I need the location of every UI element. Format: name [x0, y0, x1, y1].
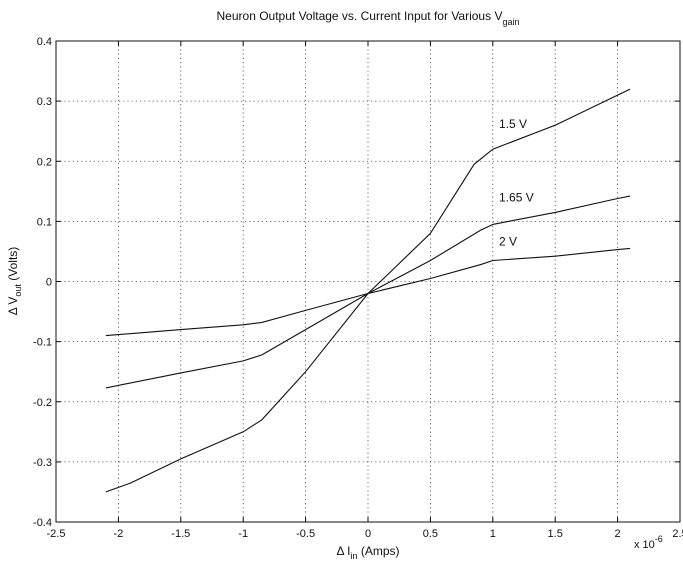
chart-title-sub: gain [502, 17, 519, 27]
y-tick-label: 0 [46, 277, 52, 289]
x-tick-label: 0 [365, 528, 371, 540]
x-tick-label: 2.5 [672, 528, 683, 540]
x-axis-multiplier: x 10-6 [634, 534, 663, 551]
x-axis-label-main: Δ I [336, 544, 350, 558]
x-tick-label: -1 [238, 528, 248, 540]
x-tick-label: -0.5 [296, 528, 315, 540]
series-lines [105, 88, 631, 493]
y-tick-label: 0.4 [37, 36, 52, 48]
x-tick-label: 1.5 [548, 528, 563, 540]
y-tick-label: -0.3 [33, 457, 52, 469]
y-tick-label: -0.1 [33, 337, 52, 349]
grid [56, 41, 680, 522]
y-tick-label: -0.4 [33, 517, 52, 529]
series-labels: 1.5 V 1.65 V 2 V [499, 117, 534, 248]
series-label-2-v: 2 V [499, 234, 517, 248]
x-tick-label: 0.5 [423, 528, 438, 540]
x-tick-label: -1.5 [171, 528, 190, 540]
x-axis-label: Δ Iin (Amps) [336, 544, 399, 561]
chart-title-main: Neuron Output Voltage vs. Current Input … [217, 9, 503, 23]
series-line-1-5-v [105, 88, 631, 493]
y-tick-label: 0.2 [37, 156, 52, 168]
chart-title: Neuron Output Voltage vs. Current Input … [217, 9, 520, 27]
x-axis-multiplier-base: x 10 [634, 539, 655, 551]
series-line-2-v [105, 247, 631, 337]
axis-ticks: -2.5 -2 -1.5 -1 -0.5 0 0.5 1 1.5 2 2.5 -0.4 -0.3 -0.2… [33, 36, 683, 540]
series-label-1-5-v: 1.5 V [499, 117, 527, 131]
y-tick-label: 0.1 [37, 216, 52, 228]
y-axis-label-sub: out [13, 284, 23, 297]
y-axis-label: Δ Vout (Volts) [6, 247, 23, 316]
y-tick-label: 0.3 [37, 96, 52, 108]
series-line-1-65-v [105, 195, 631, 389]
y-axis-label-unit: (Volts) [6, 247, 20, 284]
x-tick-label: 1 [490, 528, 496, 540]
x-tick-label: -2 [114, 528, 124, 540]
x-axis-label-sub: in [351, 551, 358, 561]
series-label-1-65-v: 1.65 V [499, 191, 534, 205]
x-axis-multiplier-exp: -6 [655, 534, 663, 544]
y-tick-label: -0.2 [33, 397, 52, 409]
x-tick-label: -2.5 [47, 528, 66, 540]
y-axis-label-main: Δ V [6, 297, 20, 316]
x-tick-label: 2 [615, 528, 621, 540]
x-axis-label-unit: (Amps) [358, 544, 400, 558]
